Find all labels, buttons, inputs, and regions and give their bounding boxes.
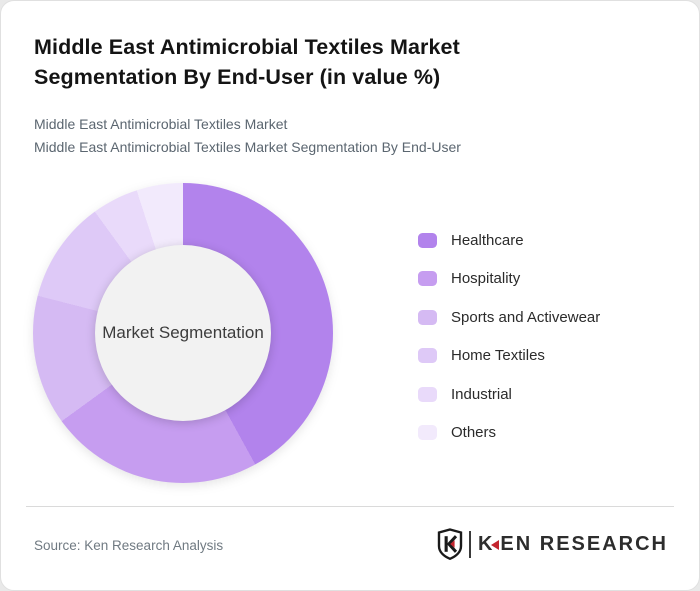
legend-item-industrial: Industrial (418, 384, 600, 404)
legend-label: Hospitality (451, 270, 521, 287)
subtitle-line-1: Middle East Antimicrobial Textiles Marke… (34, 116, 288, 132)
subtitle-line-2: Middle East Antimicrobial Textiles Marke… (34, 139, 461, 155)
chart-legend: Healthcare Hospitality Sports and Active… (418, 230, 600, 461)
legend-item-others: Others (418, 423, 600, 443)
legend-label: Industrial (451, 385, 512, 403)
red-triangle-icon (491, 540, 500, 550)
legend-swatch (418, 348, 437, 363)
legend-item-home-textiles: Home Textiles (418, 346, 600, 366)
wordmark-k: K (477, 532, 495, 555)
logo-divider-bar (468, 530, 471, 558)
legend-label: Home Textiles (451, 347, 545, 364)
legend-swatch (418, 386, 437, 402)
wordmark-rest: EN RESEARCH (500, 532, 668, 555)
legend-swatch (418, 309, 437, 325)
subtitle-block: Middle East Antimicrobial Textiles Marke… (34, 113, 461, 159)
legend-label: Sports and Activewear (451, 308, 601, 326)
legend-swatch (418, 425, 437, 440)
ken-research-shield-icon (437, 528, 463, 560)
legend-item-healthcare: Healthcare (418, 230, 600, 250)
legend-item-sports-and-activewear: Sports and Activewear (418, 307, 600, 327)
footer-divider (26, 506, 674, 507)
donut-chart: Market Segmentation (33, 183, 333, 483)
logo-wordmark: K EN RESEARCH (478, 533, 668, 556)
legend-label: Healthcare (451, 231, 524, 249)
ken-research-logo: K EN RESEARCH (437, 527, 668, 561)
legend-swatch (418, 232, 437, 248)
legend-item-hospitality: Hospitality (418, 269, 600, 289)
legend-swatch (418, 271, 437, 286)
page-title: Middle East Antimicrobial Textiles Marke… (34, 35, 460, 89)
legend-label: Others (451, 424, 497, 441)
source-text: Source: Ken Research Analysis (34, 538, 224, 553)
donut-center-label: Market Segmentation (102, 323, 264, 342)
donut-hole: Market Segmentation (95, 245, 271, 421)
